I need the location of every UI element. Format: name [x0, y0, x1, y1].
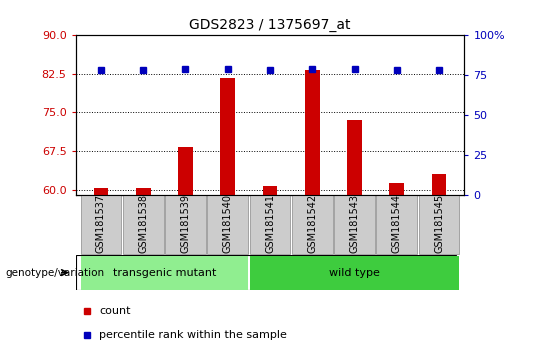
Bar — [93, 188, 109, 195]
Text: GSM181539: GSM181539 — [180, 194, 191, 253]
Bar — [431, 174, 447, 195]
Bar — [305, 70, 320, 195]
Text: GSM181537: GSM181537 — [96, 194, 106, 253]
Text: genotype/variation: genotype/variation — [5, 268, 105, 278]
Text: GSM181545: GSM181545 — [434, 194, 444, 253]
Bar — [178, 147, 193, 195]
Bar — [418, 195, 460, 254]
Text: GSM181542: GSM181542 — [307, 194, 318, 253]
Bar — [262, 187, 278, 195]
Bar — [207, 195, 248, 254]
Text: GSM181544: GSM181544 — [392, 194, 402, 253]
Bar — [136, 188, 151, 195]
Text: GSM181538: GSM181538 — [138, 194, 148, 253]
Bar — [347, 120, 362, 195]
Bar — [80, 256, 248, 290]
Bar — [376, 195, 417, 254]
Text: count: count — [99, 306, 131, 316]
Bar — [80, 195, 122, 254]
Bar — [249, 256, 460, 290]
Text: transgenic mutant: transgenic mutant — [113, 268, 216, 278]
Text: wild type: wild type — [329, 268, 380, 278]
Bar — [334, 195, 375, 254]
Title: GDS2823 / 1375697_at: GDS2823 / 1375697_at — [189, 18, 351, 32]
Bar — [249, 195, 291, 254]
Bar — [389, 183, 404, 195]
Bar — [220, 78, 235, 195]
Text: GSM181541: GSM181541 — [265, 194, 275, 253]
Text: percentile rank within the sample: percentile rank within the sample — [99, 330, 287, 339]
Bar — [123, 195, 164, 254]
Text: GSM181540: GSM181540 — [222, 194, 233, 253]
Bar — [165, 195, 206, 254]
Text: GSM181543: GSM181543 — [349, 194, 360, 253]
Bar — [292, 195, 333, 254]
